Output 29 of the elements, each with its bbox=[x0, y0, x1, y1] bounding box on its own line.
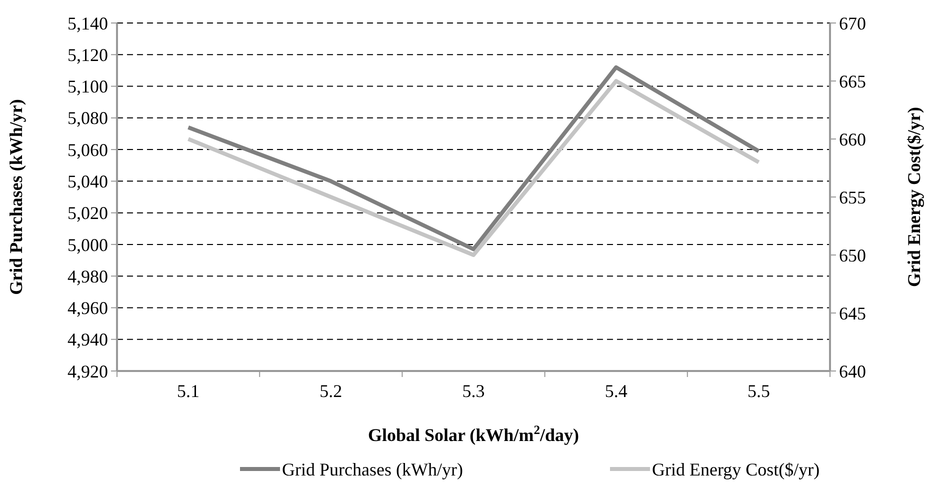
y2-axis-title: Grid Energy Cost($/yr) bbox=[904, 107, 924, 287]
y2-tick-label: 640 bbox=[839, 361, 866, 382]
y-tick-label: 5,080 bbox=[68, 108, 108, 128]
y2-tick-label: 655 bbox=[839, 187, 866, 208]
y-tick-label: 5,000 bbox=[68, 234, 108, 255]
x-tick-label: 5.2 bbox=[320, 381, 342, 401]
y-tick-label: 5,120 bbox=[68, 44, 108, 65]
x-tick-label: 5.3 bbox=[462, 381, 485, 401]
y-axis-title: Grid Purchases (kWh/yr) bbox=[6, 99, 26, 295]
y2-tick-label: 645 bbox=[839, 303, 866, 324]
y-tick-label: 5,060 bbox=[68, 140, 108, 160]
y2-tick-label: 665 bbox=[839, 71, 866, 92]
y-tick-label: 4,980 bbox=[68, 266, 108, 286]
y-tick-label: 5,040 bbox=[68, 171, 108, 192]
y-tick-label: 5,020 bbox=[68, 203, 108, 224]
y-tick-label: 4,960 bbox=[68, 298, 108, 318]
y-tick-label: 4,920 bbox=[68, 361, 108, 382]
y-tick-label: 5,100 bbox=[68, 76, 108, 97]
y2-tick-label: 660 bbox=[839, 129, 866, 150]
x-tick-label: 5.1 bbox=[177, 381, 200, 401]
y-tick-label: 5,140 bbox=[68, 13, 108, 34]
x-tick-label: 5.5 bbox=[747, 381, 770, 401]
x-axis-title: Global Solar (kWh/m$^{2}$/day) bbox=[368, 423, 580, 445]
x-tick-label: 5.4 bbox=[604, 381, 628, 401]
y2-tick-label: 650 bbox=[839, 245, 866, 266]
y-tick-label: 4,940 bbox=[68, 330, 108, 350]
y2-tick-label: 670 bbox=[839, 13, 866, 34]
legend-label: Grid Purchases (kWh/yr) bbox=[282, 459, 463, 480]
legend-label: Grid Energy Cost($/yr) bbox=[652, 459, 820, 480]
